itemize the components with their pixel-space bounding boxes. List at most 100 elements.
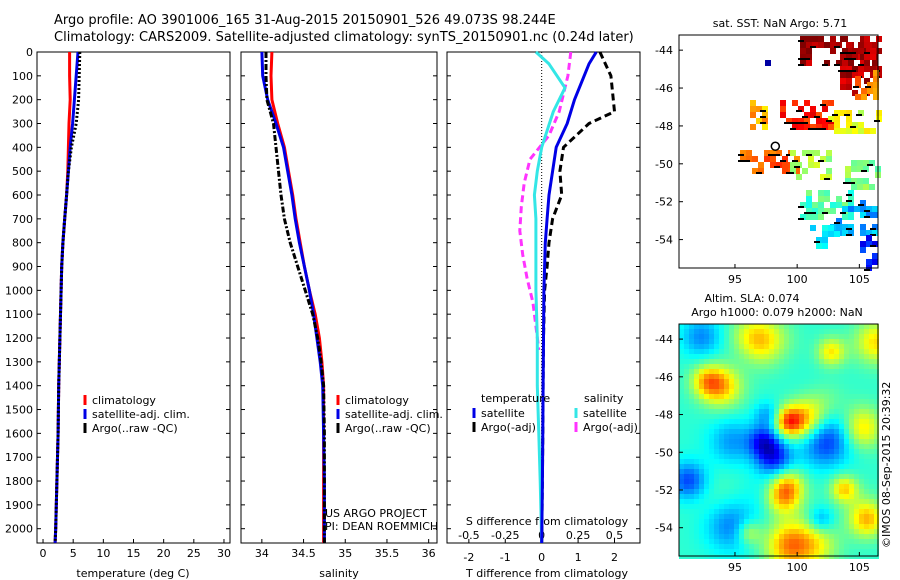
sla-cell [744, 534, 749, 539]
sla-cell [774, 354, 779, 359]
sst-cell [840, 110, 846, 116]
sla-cell [869, 354, 874, 359]
sla-cell [754, 364, 759, 369]
sla-cell [764, 439, 769, 444]
sla-cell [699, 389, 704, 394]
sla-cell [864, 549, 869, 554]
sla-cell [729, 449, 734, 454]
sst-cell [845, 166, 851, 172]
sst-cell-shadow [780, 160, 786, 162]
sla-map-axes [678, 323, 879, 557]
sst-cell [826, 174, 832, 180]
temp-ytick-label: 200 [12, 94, 33, 107]
sla-cell [714, 529, 719, 534]
sla-cell [869, 489, 874, 494]
sst-cell [873, 88, 879, 94]
sla-cell [724, 404, 729, 409]
sla-cell [754, 484, 759, 489]
sla-cell [694, 449, 699, 454]
sla-cell [679, 354, 684, 359]
sla-cell [709, 394, 714, 399]
sla-cell [849, 354, 854, 359]
sla-cell [689, 414, 694, 419]
sla-cell [729, 324, 734, 329]
sla-cell [744, 429, 749, 434]
sla-cell [684, 454, 689, 459]
sla-cell [739, 454, 744, 459]
sla-cell [684, 524, 689, 529]
sst-cell [848, 48, 854, 54]
sla-cell [784, 409, 789, 414]
sla-cell [699, 429, 704, 434]
sla-cell [714, 494, 719, 499]
sla-cell [839, 419, 844, 424]
sla-cell [694, 519, 699, 524]
sla-cell [744, 364, 749, 369]
sla-cell [679, 369, 684, 374]
sla-cell [854, 474, 859, 479]
sla-cell [699, 519, 704, 524]
sla-cell [714, 439, 719, 444]
sla-cell [739, 339, 744, 344]
sla-cell [714, 349, 719, 354]
sla-cell [784, 414, 789, 419]
sla-cell [684, 499, 689, 504]
sla-cell [814, 434, 819, 439]
sla-cell [819, 354, 824, 359]
sla-cell [834, 494, 839, 499]
temp-ytick-label: 1300 [5, 356, 33, 369]
sst-cell [790, 150, 796, 156]
sla-cell [744, 409, 749, 414]
sla-cell [844, 449, 849, 454]
sst-cell-shadow [792, 160, 798, 162]
sla-cell [869, 494, 874, 499]
sla-cell [774, 364, 779, 369]
sst-cell [848, 206, 854, 212]
sla-cell [849, 494, 854, 499]
sst-cell [810, 124, 816, 130]
sla-cell [734, 494, 739, 499]
sla-cell [809, 529, 814, 534]
sla-cell [839, 379, 844, 384]
sst-cell-shadow [844, 58, 850, 60]
sla-cell [869, 324, 874, 329]
sla-cell [794, 444, 799, 449]
sla-cell [794, 549, 799, 554]
sst-cell [858, 122, 864, 128]
sla-cell [829, 519, 834, 524]
sla-cell [854, 414, 859, 419]
sla-cell [764, 369, 769, 374]
sla-cell [714, 324, 719, 329]
sla-cell [789, 344, 794, 349]
sst-cell [814, 150, 820, 156]
sst-cell-shadow [834, 64, 840, 66]
sst-cell [746, 150, 752, 156]
sla-cell [704, 339, 709, 344]
sla-cell [719, 449, 724, 454]
sla-cell [704, 544, 709, 549]
sla-cell [759, 444, 764, 449]
sla-cell [794, 514, 799, 519]
sla-cell [864, 509, 869, 514]
sst-cell-shadow [820, 128, 826, 130]
sst-cell [750, 112, 756, 118]
sla-cell [844, 429, 849, 434]
sla-cell [859, 329, 864, 334]
sst-cell [752, 168, 758, 174]
sst-cell [826, 150, 832, 156]
sla-cell [799, 439, 804, 444]
sla-cell [794, 454, 799, 459]
sla-cell [679, 524, 684, 529]
temp-ytick-label: 600 [12, 189, 33, 202]
sla-cell [839, 449, 844, 454]
sla-cell [679, 339, 684, 344]
sst-cell [800, 48, 806, 54]
sla_map-xtick-label: 105 [849, 561, 870, 574]
sla-cell [814, 429, 819, 434]
sla-cell [754, 384, 759, 389]
sla-cell [779, 424, 784, 429]
sla-cell [699, 494, 704, 499]
sla-cell [839, 414, 844, 419]
sla-cell [849, 474, 854, 479]
sla-cell [729, 464, 734, 469]
